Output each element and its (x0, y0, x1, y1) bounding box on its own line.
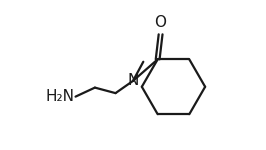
Text: N: N (127, 73, 139, 88)
Text: H₂N: H₂N (45, 89, 74, 104)
Text: O: O (155, 15, 167, 30)
